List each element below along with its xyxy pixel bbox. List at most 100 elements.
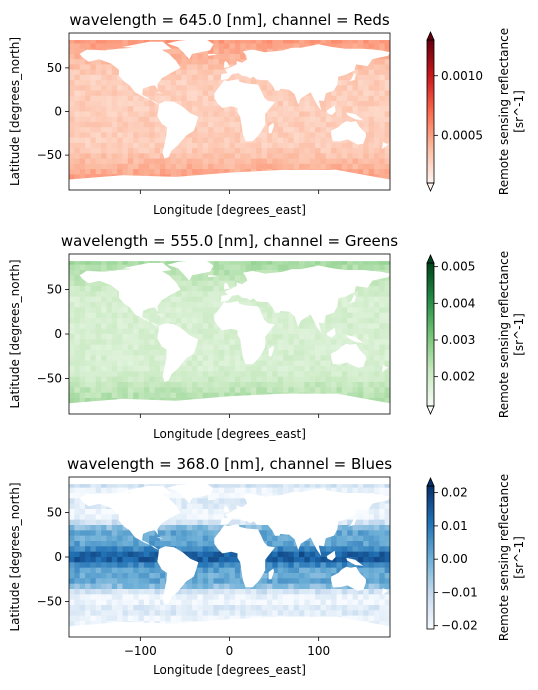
ocean-cell bbox=[90, 328, 97, 335]
ocean-cell bbox=[69, 366, 75, 372]
ocean-cell bbox=[213, 259, 220, 266]
ocean-cell bbox=[127, 360, 134, 367]
ocean-cell bbox=[143, 163, 150, 170]
ocean-cell bbox=[277, 312, 284, 319]
ocean-cell bbox=[331, 43, 338, 50]
ocean-cell bbox=[331, 101, 338, 107]
ocean-cell bbox=[69, 69, 75, 76]
ocean-cell bbox=[368, 101, 375, 107]
ocean-cell bbox=[79, 387, 86, 394]
ocean-cell bbox=[127, 158, 134, 165]
ocean-cell bbox=[250, 360, 257, 367]
ocean-cell bbox=[272, 541, 279, 547]
ocean-cell bbox=[181, 392, 188, 399]
ocean-cell bbox=[186, 535, 193, 542]
ocean-cell bbox=[288, 376, 295, 383]
ocean-cell bbox=[277, 360, 284, 367]
ocean-cell bbox=[74, 174, 81, 181]
ocean-cell bbox=[277, 573, 284, 579]
ocean-cell bbox=[266, 121, 273, 128]
ocean-cell bbox=[224, 43, 231, 50]
ocean-cell bbox=[90, 291, 97, 298]
land-mask bbox=[326, 327, 336, 338]
ocean-cell bbox=[363, 101, 370, 107]
ocean-cell bbox=[347, 264, 354, 271]
ocean-cell bbox=[299, 153, 305, 160]
ocean-cell bbox=[288, 551, 295, 558]
ocean-cell bbox=[106, 163, 113, 170]
ocean-cell bbox=[266, 163, 273, 170]
ocean-cell bbox=[117, 366, 124, 372]
ocean-cell bbox=[373, 551, 380, 558]
ocean-cell bbox=[138, 169, 145, 175]
ocean-cell bbox=[101, 482, 108, 489]
ocean-cell bbox=[261, 307, 268, 314]
ocean-cell bbox=[304, 366, 311, 372]
ocean-cell bbox=[69, 275, 75, 282]
ocean-cell bbox=[95, 259, 102, 266]
ocean-cell bbox=[165, 519, 172, 526]
ocean-cell bbox=[368, 286, 375, 292]
ocean-cell bbox=[283, 546, 289, 553]
ocean-cell bbox=[229, 38, 236, 45]
ocean-cell bbox=[272, 328, 279, 335]
ocean-cell bbox=[352, 339, 359, 346]
ocean-cell bbox=[384, 498, 390, 505]
ocean-cell bbox=[186, 366, 193, 372]
ocean-cell bbox=[357, 121, 364, 128]
ocean-cell bbox=[101, 503, 108, 510]
ocean-cell bbox=[138, 557, 145, 563]
ocean-cell bbox=[250, 80, 257, 86]
ocean-cell bbox=[133, 142, 140, 149]
ocean-cell bbox=[368, 371, 375, 378]
ocean-cell bbox=[379, 503, 386, 510]
ocean-cell bbox=[149, 562, 156, 569]
ocean-cell bbox=[69, 95, 75, 102]
ocean-cell bbox=[240, 53, 247, 60]
ocean-cell bbox=[341, 328, 348, 335]
ocean-cell bbox=[218, 498, 225, 505]
ocean-cell bbox=[277, 334, 284, 340]
ocean-cell bbox=[127, 567, 134, 574]
ocean-cell bbox=[373, 38, 380, 45]
ocean-cell bbox=[95, 350, 102, 356]
ocean-cell bbox=[309, 127, 316, 134]
ocean-cell bbox=[336, 318, 343, 324]
ocean-cell bbox=[336, 43, 343, 50]
ocean-cell bbox=[74, 74, 81, 81]
ocean-cell bbox=[288, 339, 295, 346]
ocean-cell bbox=[250, 487, 257, 494]
ocean-cell bbox=[192, 291, 198, 298]
ocean-cell bbox=[192, 148, 198, 154]
ocean-cell bbox=[213, 366, 220, 372]
ocean-cell bbox=[95, 169, 102, 175]
ocean-cell bbox=[293, 111, 300, 118]
ocean-cell bbox=[234, 74, 241, 81]
ocean-cell bbox=[384, 573, 390, 579]
ocean-cell bbox=[197, 530, 204, 537]
ocean-cell bbox=[341, 101, 348, 107]
ocean-cell bbox=[208, 562, 215, 569]
ocean-cell bbox=[352, 163, 359, 170]
ocean-cell bbox=[384, 318, 390, 324]
ocean-cell bbox=[197, 64, 204, 71]
ocean-cell bbox=[250, 296, 257, 303]
ocean-cell bbox=[293, 323, 300, 330]
ocean-cell bbox=[154, 169, 161, 175]
ocean-cell bbox=[192, 334, 198, 340]
ocean-cell bbox=[85, 174, 91, 181]
ocean-cell bbox=[379, 307, 386, 314]
ocean-cell bbox=[85, 382, 91, 388]
ocean-cell bbox=[363, 307, 370, 314]
ocean-cell bbox=[159, 296, 166, 303]
ocean-cell bbox=[325, 334, 332, 340]
ocean-cell bbox=[197, 323, 204, 330]
ocean-cell bbox=[117, 562, 124, 569]
ocean-cell bbox=[208, 546, 215, 553]
ocean-cell bbox=[245, 163, 252, 170]
ocean-cell bbox=[95, 74, 102, 81]
ocean-cell bbox=[197, 163, 204, 170]
ocean-cell bbox=[315, 482, 322, 489]
ocean-cell bbox=[368, 573, 375, 579]
ocean-cell bbox=[213, 137, 220, 144]
